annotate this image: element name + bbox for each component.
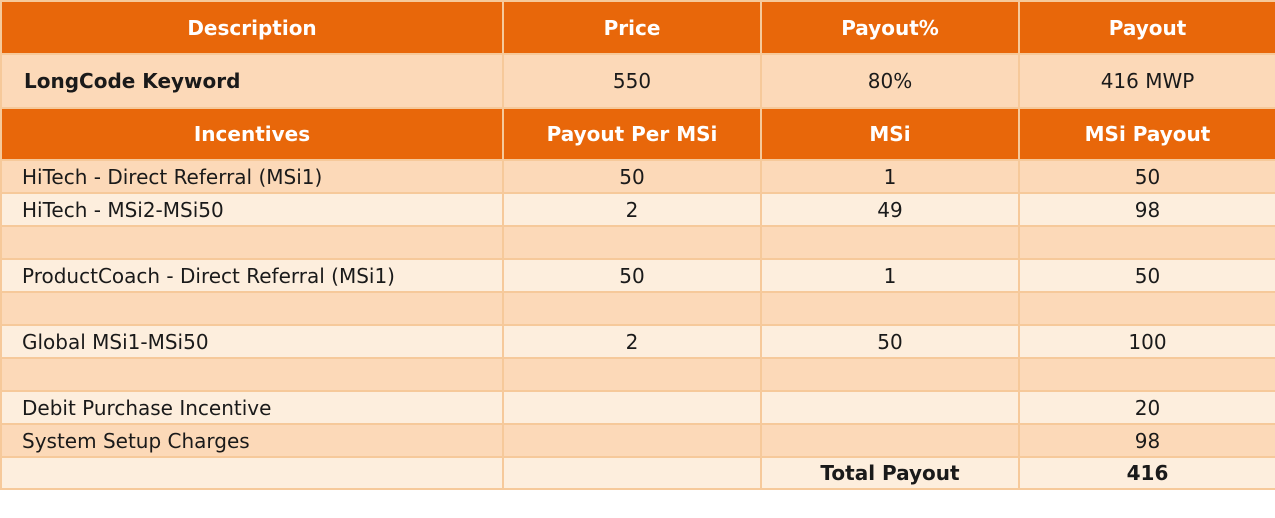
row-msi xyxy=(760,390,1020,425)
table-row: Debit Purchase Incentive 20 xyxy=(0,390,1275,425)
header-payout: Payout xyxy=(1018,0,1275,55)
row-description: System Setup Charges xyxy=(0,423,504,458)
row-msi-payout: 100 xyxy=(1018,324,1275,359)
row-msi-payout xyxy=(1018,225,1275,260)
row-msi-payout: 98 xyxy=(1018,423,1275,458)
row-payout-per-msi xyxy=(502,291,762,326)
row-msi xyxy=(760,291,1020,326)
row-msi: 1 xyxy=(760,159,1020,194)
row-payout-per-msi: 2 xyxy=(502,192,762,227)
header-description: Description xyxy=(0,0,504,55)
header-price: Price xyxy=(502,0,762,55)
row-msi-payout xyxy=(1018,291,1275,326)
header-payout-percent: Payout% xyxy=(760,0,1020,55)
table-row: ProductCoach - Direct Referral (MSi1) 50… xyxy=(0,258,1275,293)
total-empty-cell xyxy=(0,456,504,490)
row-msi xyxy=(760,357,1020,392)
header-msi: MSi xyxy=(760,107,1020,161)
row-description: HiTech - Direct Referral (MSi1) xyxy=(0,159,504,194)
row-payout-per-msi: 50 xyxy=(502,258,762,293)
row-description: Global MSi1-MSi50 xyxy=(0,324,504,359)
row-msi: 50 xyxy=(760,324,1020,359)
row-description: ProductCoach - Direct Referral (MSi1) xyxy=(0,258,504,293)
header-payout-per-msi: Payout Per MSi xyxy=(502,107,762,161)
header-incentives: Incentives xyxy=(0,107,504,161)
table-row xyxy=(0,291,1275,326)
row-payout-per-msi xyxy=(502,423,762,458)
row-msi xyxy=(760,423,1020,458)
product-price: 550 xyxy=(502,53,762,109)
total-payout-value: 416 xyxy=(1018,456,1275,490)
row-description: HiTech - MSi2-MSi50 xyxy=(0,192,504,227)
row-msi: 49 xyxy=(760,192,1020,227)
total-row: Total Payout 416 xyxy=(0,456,1275,490)
row-msi-payout: 50 xyxy=(1018,159,1275,194)
payout-table: Description Price Payout% Payout LongCod… xyxy=(0,0,1275,490)
row-payout-per-msi: 50 xyxy=(502,159,762,194)
product-header-row: Description Price Payout% Payout xyxy=(0,0,1275,55)
table-row xyxy=(0,225,1275,260)
row-msi-payout: 98 xyxy=(1018,192,1275,227)
table-row: HiTech - MSi2-MSi50 2 49 98 xyxy=(0,192,1275,227)
product-payout-percent: 80% xyxy=(760,53,1020,109)
table-row: HiTech - Direct Referral (MSi1) 50 1 50 xyxy=(0,159,1275,194)
product-description: LongCode Keyword xyxy=(0,53,504,109)
product-row: LongCode Keyword 550 80% 416 MWP xyxy=(0,53,1275,109)
product-payout: 416 MWP xyxy=(1018,53,1275,109)
table-row: Global MSi1-MSi50 2 50 100 xyxy=(0,324,1275,359)
row-description xyxy=(0,357,504,392)
header-msi-payout: MSi Payout xyxy=(1018,107,1275,161)
total-empty-cell xyxy=(502,456,762,490)
row-payout-per-msi xyxy=(502,390,762,425)
row-msi: 1 xyxy=(760,258,1020,293)
row-msi-payout xyxy=(1018,357,1275,392)
table-row: System Setup Charges 98 xyxy=(0,423,1275,458)
total-payout-label: Total Payout xyxy=(760,456,1020,490)
row-payout-per-msi xyxy=(502,225,762,260)
row-payout-per-msi xyxy=(502,357,762,392)
row-description xyxy=(0,291,504,326)
table-row xyxy=(0,357,1275,392)
row-payout-per-msi: 2 xyxy=(502,324,762,359)
row-msi-payout: 50 xyxy=(1018,258,1275,293)
row-msi xyxy=(760,225,1020,260)
row-msi-payout: 20 xyxy=(1018,390,1275,425)
row-description: Debit Purchase Incentive xyxy=(0,390,504,425)
row-description xyxy=(0,225,504,260)
incentives-header-row: Incentives Payout Per MSi MSi MSi Payout xyxy=(0,107,1275,161)
